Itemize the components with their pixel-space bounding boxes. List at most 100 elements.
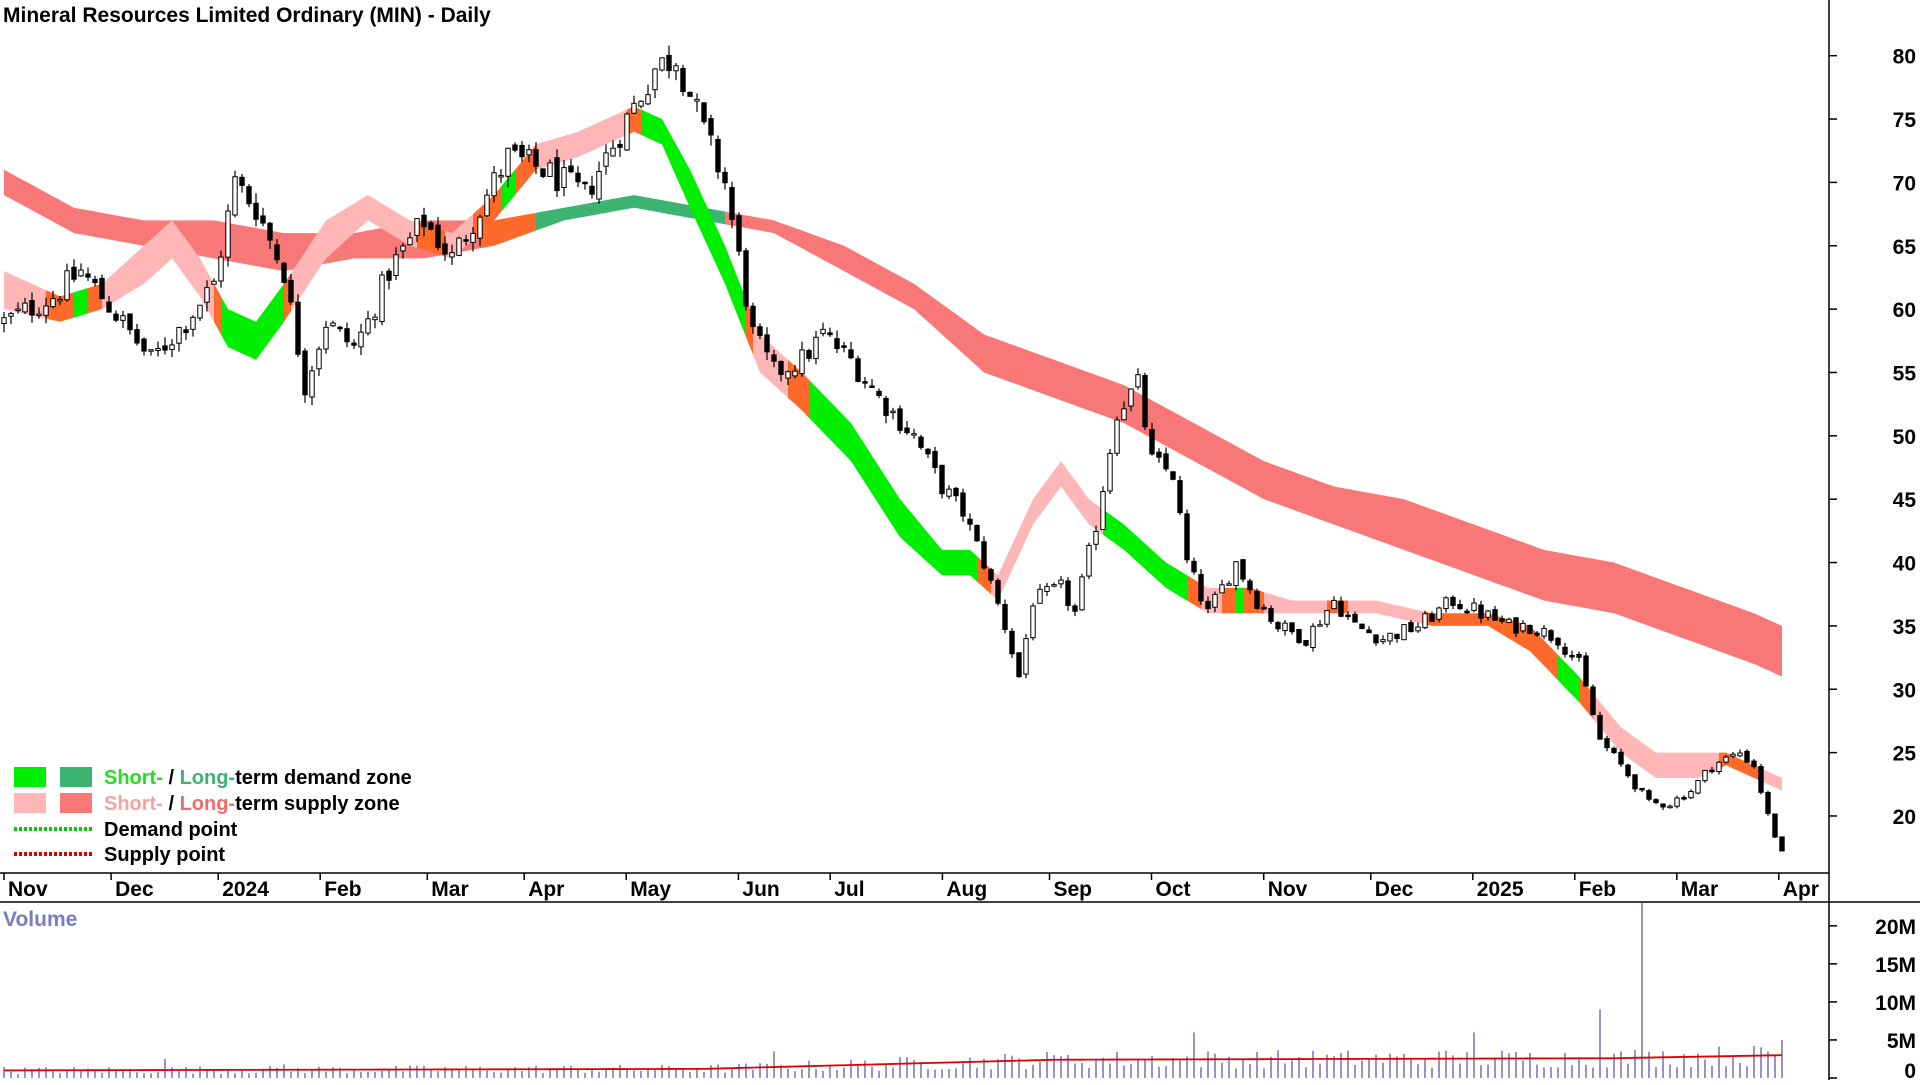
candle	[652, 68, 658, 99]
candle	[659, 57, 665, 72]
candle	[995, 578, 1001, 606]
candle	[820, 322, 826, 337]
short-term-zone	[1558, 654, 1579, 702]
candle	[568, 158, 574, 174]
candle	[302, 348, 308, 403]
candle	[435, 217, 441, 251]
candle	[890, 407, 896, 420]
candle	[1044, 582, 1050, 596]
candle	[505, 147, 511, 188]
candle	[120, 310, 126, 328]
candle	[400, 242, 406, 259]
candle	[1681, 795, 1687, 801]
short-term-zone	[4, 271, 46, 319]
candle	[883, 395, 889, 424]
candle	[1555, 637, 1561, 650]
candle	[1135, 368, 1141, 390]
candle	[953, 486, 959, 502]
candle	[50, 291, 56, 309]
candle	[379, 271, 385, 326]
candle	[1030, 603, 1036, 641]
candle	[764, 327, 770, 361]
candle	[582, 181, 588, 190]
candle	[848, 341, 854, 360]
x-tick-label: Sep	[1054, 878, 1093, 901]
candle	[1716, 761, 1722, 775]
candle	[1009, 627, 1015, 658]
candle	[960, 488, 966, 522]
x-tick-label: Apr	[1783, 878, 1819, 901]
candle	[1296, 629, 1302, 644]
candle	[596, 161, 602, 204]
candle	[162, 337, 168, 355]
candle	[547, 159, 553, 177]
candle	[211, 278, 217, 285]
volume-average-line	[3, 1054, 1783, 1072]
legend-label: Demand point	[104, 819, 238, 841]
candle	[827, 327, 833, 337]
candle	[43, 297, 49, 324]
candle	[792, 364, 798, 379]
price-tick-label: 60	[1893, 299, 1916, 322]
candle	[722, 167, 728, 190]
candle	[701, 102, 707, 125]
legend-label-part: Short-	[104, 767, 163, 789]
short-term-zone	[1761, 768, 1782, 791]
candle	[1317, 619, 1323, 627]
candle	[1569, 650, 1575, 661]
price-tick-label: 65	[1893, 236, 1917, 259]
candle	[169, 339, 175, 358]
price-tick-label: 45	[1893, 489, 1917, 512]
legend-label-part: Short-	[104, 793, 163, 815]
x-tick-label: Nov	[1268, 878, 1308, 901]
legend-entry: Short- / Long-term demand zone	[14, 767, 412, 789]
volume-layer	[3, 903, 1783, 1078]
candle	[1219, 579, 1225, 594]
candle	[519, 141, 525, 162]
legend-label-part: Supply point	[104, 844, 225, 866]
candle	[1352, 611, 1358, 623]
candle	[946, 485, 952, 500]
candle	[36, 307, 42, 319]
candle	[372, 313, 378, 329]
candle	[477, 214, 483, 247]
legend-swatch-long	[60, 767, 92, 787]
candle	[967, 513, 973, 531]
short-term-zone	[1201, 583, 1222, 614]
candle	[1107, 448, 1113, 495]
candle	[1576, 651, 1582, 662]
candle	[694, 93, 700, 112]
candle	[1002, 599, 1008, 634]
candle	[778, 360, 784, 382]
candle	[862, 376, 868, 389]
x-tick-label: Dec	[115, 878, 154, 901]
candle	[1611, 746, 1617, 754]
short-term-zone	[74, 287, 88, 318]
candle	[603, 144, 609, 175]
candle	[456, 236, 462, 257]
candle	[386, 268, 392, 290]
candle	[1618, 748, 1624, 767]
price-tick-label: 25	[1893, 743, 1917, 766]
candle	[442, 236, 448, 261]
legend-label: Supply point	[104, 844, 225, 866]
candle	[1380, 635, 1386, 645]
short-term-zone	[515, 144, 536, 196]
short-term-zone	[1243, 587, 1264, 614]
price-tick-label: 30	[1893, 679, 1916, 702]
candle	[498, 169, 504, 183]
candle	[1765, 790, 1771, 816]
short-term-zone	[214, 283, 221, 335]
candle	[708, 114, 714, 146]
volume-label: Volume	[3, 908, 77, 931]
candle	[1492, 605, 1498, 621]
candle	[1485, 609, 1491, 621]
candle	[1471, 597, 1477, 613]
candle	[799, 341, 805, 377]
candle	[1, 312, 7, 333]
legend-label-part: term demand zone	[235, 767, 412, 789]
candle	[1338, 596, 1344, 618]
price-tick-label: 80	[1893, 46, 1916, 69]
short-term-zone	[1327, 600, 1348, 614]
